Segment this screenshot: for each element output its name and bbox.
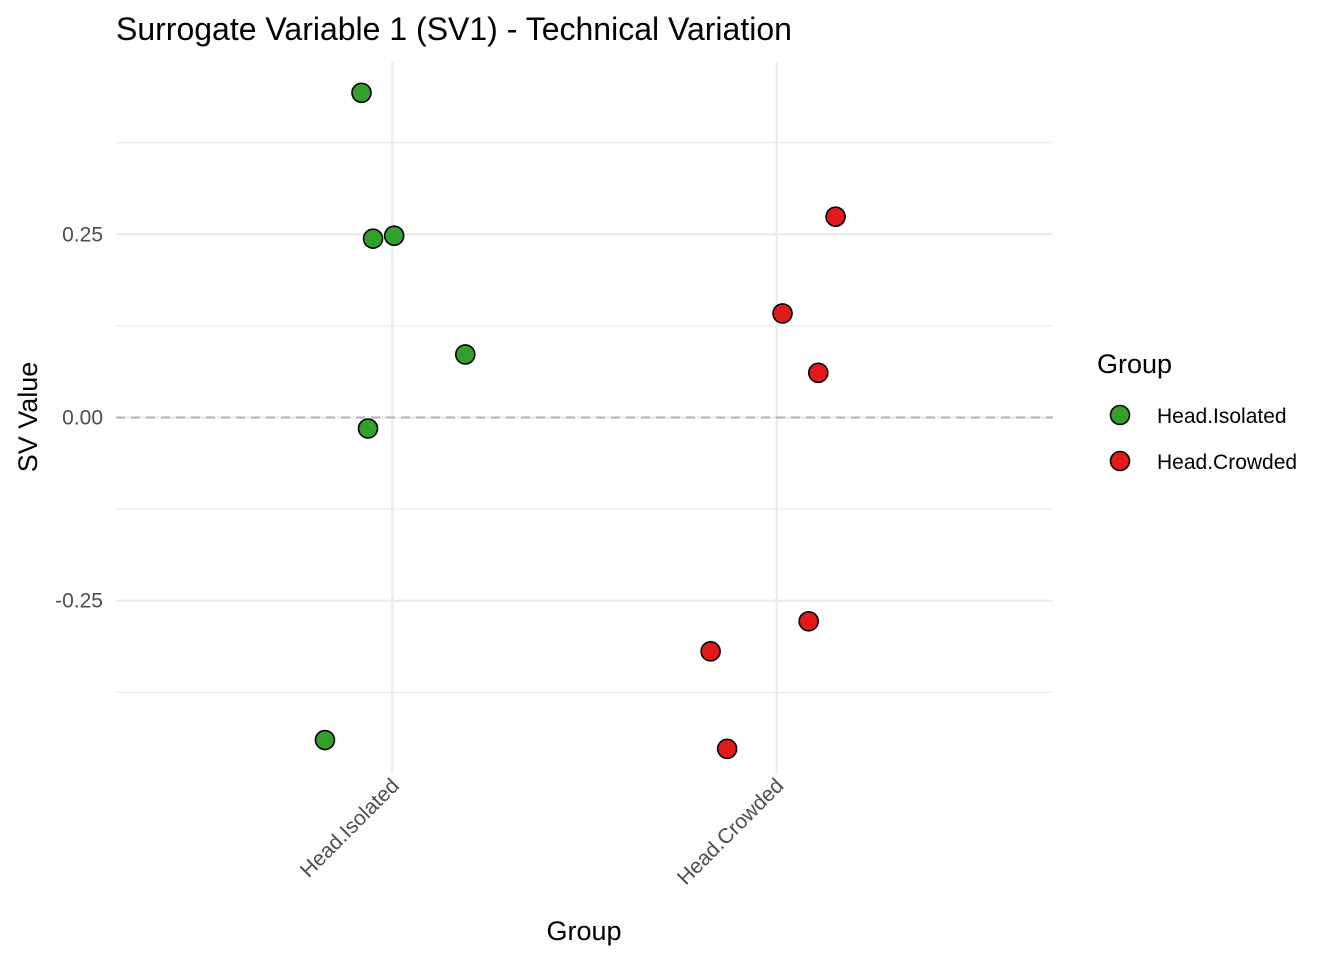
x-tick-label: Head.Crowded [673, 774, 788, 889]
legend-title: Group [1097, 349, 1172, 379]
data-point-head-isolated [362, 228, 384, 249]
data-point-head-isolated [383, 225, 405, 247]
legend-key [1109, 450, 1131, 472]
y-tick-label: 0.25 [62, 223, 103, 246]
legend: Group Head.Isolated Head.Crowded [1097, 349, 1297, 474]
y-tick-label: -0.25 [55, 590, 103, 613]
data-point-head-crowded [772, 303, 793, 324]
y-tick-label: 0.00 [62, 407, 103, 430]
data-point-head-isolated [455, 344, 476, 365]
data-point-head-crowded [825, 206, 846, 227]
legend-label: Head.Crowded [1157, 451, 1297, 474]
legend-entries: Head.Isolated Head.Crowded [1109, 404, 1297, 474]
data-point-head-isolated [314, 729, 336, 751]
data-point-head-crowded [700, 641, 721, 662]
chart-title: Surrogate Variable 1 (SV1) - Technical V… [116, 11, 792, 47]
data-point-head-isolated [357, 418, 379, 439]
legend-label: Head.Isolated [1157, 405, 1287, 428]
legend-key [1109, 404, 1131, 426]
x-axis-ticks: Head.Isolated Head.Crowded [296, 774, 788, 889]
data-point-head-isolated [351, 82, 372, 104]
data-points [314, 82, 846, 760]
data-point-head-crowded [807, 362, 829, 384]
x-axis-title: Group [546, 916, 621, 946]
x-tick-label: Head.Isolated [296, 774, 404, 882]
data-point-head-crowded [798, 610, 819, 632]
y-axis-title: SV Value [13, 362, 43, 473]
data-point-head-crowded [716, 738, 738, 760]
y-axis-ticks: -0.25 0.00 0.25 [55, 223, 103, 612]
